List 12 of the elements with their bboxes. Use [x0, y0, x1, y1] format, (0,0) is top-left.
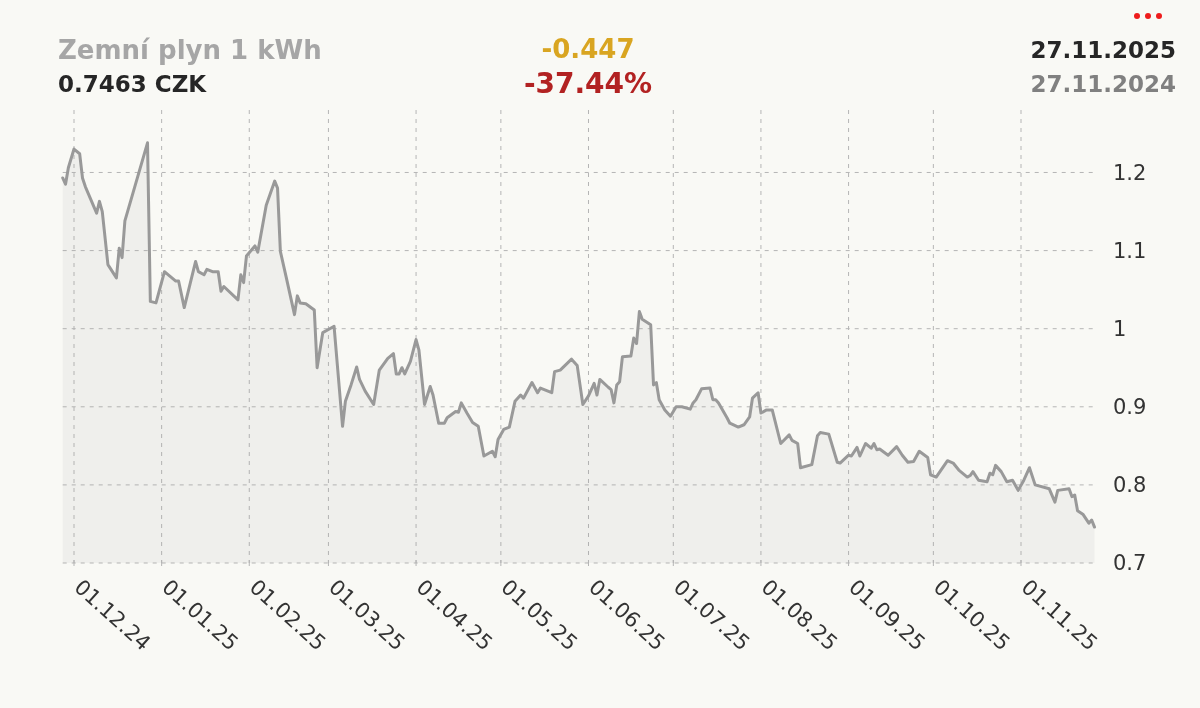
text: 27.11.2024 [1030, 71, 1176, 97]
chart-title: Zemní plyn 1 kWh [58, 35, 322, 65]
y-tick-label: 0.7 [1113, 551, 1147, 576]
text: 27.11.2025 [1030, 37, 1176, 63]
y-tick-label: 1.2 [1113, 160, 1147, 185]
y-tick-label: 1.1 [1113, 238, 1147, 263]
text: -37.44% [523, 67, 653, 100]
chart-subtitle: 0.7463 CZK [58, 71, 208, 97]
text: -0.447 [541, 34, 635, 64]
y-tick-label: 0.9 [1113, 395, 1147, 420]
y-tick-label: 0.8 [1113, 473, 1147, 498]
y-tick-label: 1 [1113, 317, 1127, 342]
